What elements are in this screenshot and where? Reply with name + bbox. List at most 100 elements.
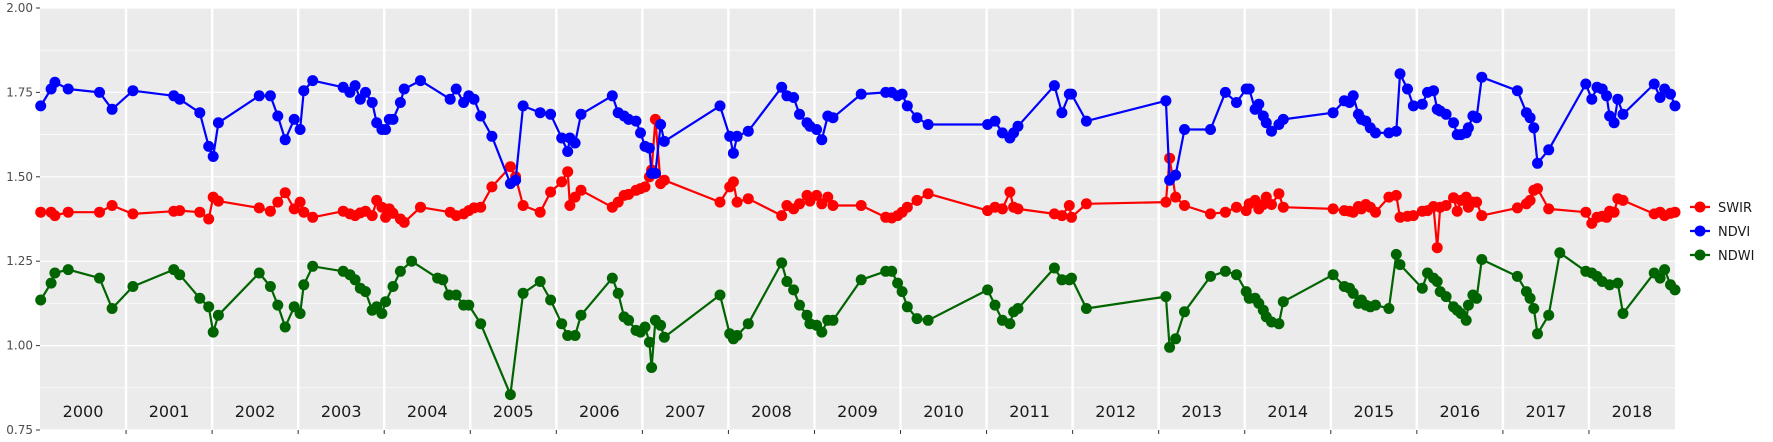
data-point-swir — [194, 206, 206, 218]
data-point-ndwi — [643, 336, 655, 348]
data-point-ndvi — [207, 151, 219, 162]
data-point-ndvi — [1476, 71, 1488, 83]
data-point-ndvi — [94, 86, 105, 98]
data-point-swir — [727, 176, 739, 188]
legend-key-point — [1694, 249, 1706, 261]
data-point-swir — [1431, 242, 1443, 254]
data-point-swir — [1080, 198, 1092, 210]
data-point-ndwi — [714, 289, 726, 301]
data-point-ndwi — [1327, 269, 1339, 281]
data-point-ndwi — [788, 284, 800, 296]
data-point-ndvi — [1066, 88, 1077, 100]
data-point-ndvi — [1532, 157, 1543, 169]
y-tick-label: 1.25 — [6, 254, 33, 268]
year-label: 2011 — [1009, 402, 1050, 421]
data-point-ndvi — [896, 88, 908, 100]
data-point-swir — [545, 186, 557, 198]
data-point-ndwi — [94, 272, 105, 284]
legend-label: NDWI — [1718, 249, 1754, 264]
data-point-ndwi — [892, 277, 904, 289]
year-label: 2003 — [321, 402, 362, 421]
data-point-ndvi — [606, 90, 618, 102]
data-point-ndvi — [279, 134, 291, 146]
data-point-swir — [504, 161, 516, 173]
year-label: 2005 — [493, 402, 534, 421]
data-point-swir — [714, 196, 726, 208]
data-point-ndwi — [1532, 328, 1543, 340]
data-point-ndvi — [1586, 93, 1598, 105]
data-point-ndvi — [1580, 78, 1592, 90]
year-label: 2002 — [235, 402, 276, 421]
data-point-swir — [1669, 206, 1681, 218]
data-point-swir — [1390, 189, 1402, 201]
data-point-ndwi — [1004, 318, 1016, 330]
data-point-ndvi — [630, 115, 642, 127]
data-point-ndwi — [1440, 291, 1452, 303]
data-point-ndwi — [380, 296, 392, 308]
data-point-ndvi — [1448, 117, 1459, 129]
year-label: 2008 — [751, 402, 792, 421]
data-point-swir — [731, 196, 743, 208]
y-tick-label: 2.00 — [6, 1, 33, 15]
data-point-ndwi — [174, 269, 186, 281]
data-point-ndwi — [1080, 303, 1092, 314]
data-point-swir — [279, 187, 291, 199]
data-point-swir — [1063, 200, 1075, 211]
data-point-ndwi — [1160, 291, 1172, 303]
legend-label: SWIR — [1718, 201, 1752, 216]
data-point-ndvi — [1669, 100, 1681, 112]
data-point-ndwi — [1219, 265, 1231, 277]
data-point-ndvi — [380, 124, 392, 135]
data-point-ndvi — [349, 80, 361, 92]
data-point-swir — [486, 181, 498, 193]
data-point-ndwi — [207, 326, 219, 338]
data-point-ndwi — [801, 309, 813, 321]
data-point-ndvi — [1253, 98, 1265, 110]
legend-item-ndwi: NDWI — [1690, 249, 1754, 264]
data-point-ndwi — [307, 260, 319, 272]
data-point-ndvi — [1402, 83, 1413, 95]
legend-key-point — [1694, 201, 1706, 213]
data-point-ndwi — [886, 265, 898, 277]
data-point-ndwi — [450, 289, 462, 301]
data-point-ndvi — [1219, 86, 1231, 98]
data-point-ndvi — [655, 119, 667, 130]
data-point-ndwi — [989, 299, 1001, 311]
data-point-ndwi — [545, 294, 557, 306]
data-point-ndwi — [1066, 272, 1077, 284]
legend-label: NDVI — [1718, 225, 1750, 240]
data-point-swir — [1056, 210, 1068, 222]
data-point-ndvi — [264, 90, 276, 102]
data-point-ndwi — [794, 299, 805, 311]
data-point-swir — [996, 203, 1008, 215]
legend-item-swir: SWIR — [1690, 201, 1752, 216]
data-point-ndvi — [298, 85, 310, 97]
data-point-swir — [1327, 203, 1339, 215]
data-point-ndvi — [174, 93, 186, 105]
y-tick-label: 0.75 — [6, 423, 33, 437]
data-point-ndwi — [349, 274, 361, 286]
data-point-swir — [62, 206, 74, 218]
data-point-ndvi — [1179, 124, 1190, 135]
data-point-ndwi — [517, 287, 529, 299]
data-point-swir — [35, 206, 47, 218]
data-point-ndwi — [1231, 269, 1242, 281]
year-label: 2015 — [1353, 402, 1394, 421]
data-point-ndwi — [1170, 333, 1182, 345]
data-point-ndvi — [855, 88, 867, 100]
data-point-ndvi — [776, 81, 788, 93]
data-point-ndvi — [1048, 80, 1060, 92]
data-point-ndwi — [1205, 270, 1216, 282]
data-point-ndvi — [1654, 92, 1666, 103]
data-point-ndvi — [569, 137, 581, 149]
data-point-swir — [556, 176, 568, 188]
data-point-ndvi — [1347, 90, 1359, 102]
data-point-ndvi — [811, 124, 823, 135]
data-point-swir — [366, 210, 378, 222]
data-point-ndwi — [827, 314, 839, 326]
data-point-ndvi — [194, 107, 206, 119]
data-point-ndwi — [612, 287, 624, 299]
data-point-ndvi — [1012, 120, 1024, 132]
data-point-swir — [387, 207, 399, 219]
data-point-ndwi — [1669, 284, 1681, 296]
